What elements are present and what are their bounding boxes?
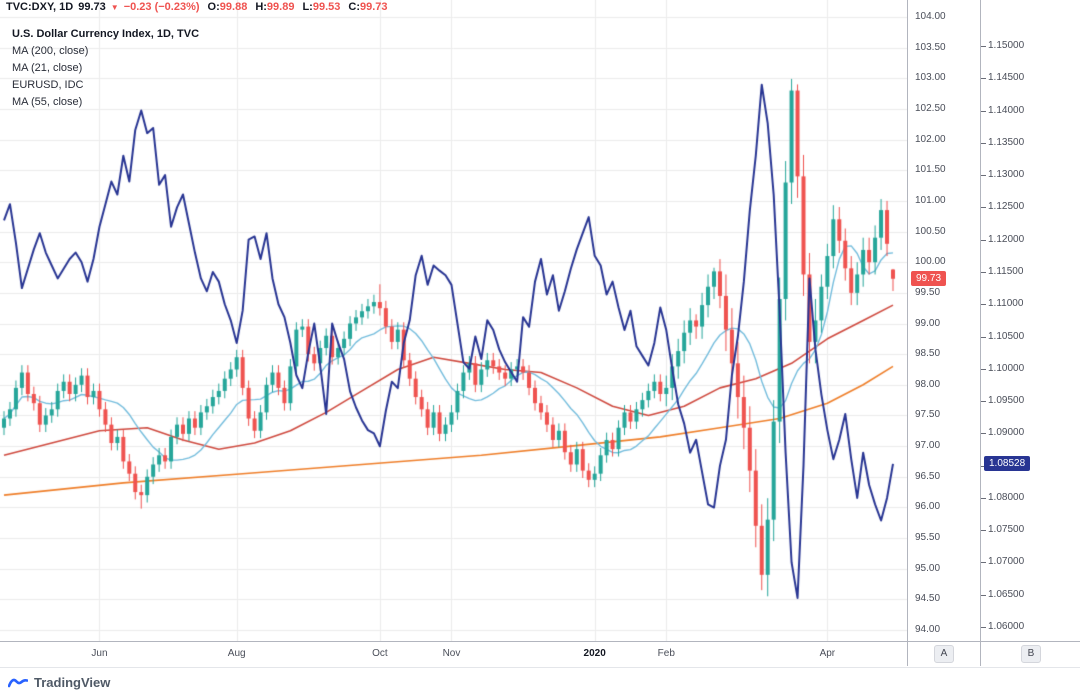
price-tick-label: 1.06000: [988, 621, 1025, 632]
time-tick-label: Jun: [91, 648, 108, 659]
price-axis-dxy[interactable]: 99.73 104.00 103.50 103.00 102.50 102.00 101.…: [907, 0, 981, 641]
high-label: H:: [255, 1, 267, 13]
price-tick-label: 1.06500: [988, 588, 1025, 600]
time-tick-label: Oct: [372, 648, 388, 659]
axis-tick: [981, 368, 986, 370]
close-label: C:: [348, 1, 360, 13]
time-tick-label: 2020: [583, 648, 606, 659]
legend-item[interactable]: MA (200, close): [12, 45, 89, 57]
price-tick-label: 1.10500: [988, 330, 1025, 342]
last-price-badge-eurusd: 1.08528: [984, 456, 1031, 472]
axis-tick: [981, 562, 986, 564]
footer: TradingView: [8, 671, 110, 693]
axis-tick: [981, 271, 986, 273]
price-tick-label: 1.07500: [988, 524, 1025, 536]
price-tick-label: 102.50: [915, 102, 946, 114]
low-value: 99.53: [312, 1, 341, 13]
price-tick-label: 1.12500: [988, 201, 1025, 213]
time-tick-label: Feb: [657, 648, 675, 659]
axis-tick: [981, 401, 986, 403]
price-tick-label: 1.14500: [988, 72, 1025, 84]
axis-tick: [981, 594, 986, 596]
low-label: L:: [302, 1, 313, 13]
price-axis-eurusd[interactable]: 1.08528 1.15000 1.14500 1.14000 1.13500 1.13…: [980, 0, 1080, 641]
price-change: −0.23 (−0.23%): [123, 1, 200, 13]
price-tick-label: 1.08000: [988, 491, 1025, 503]
last-price: 99.73: [78, 1, 106, 13]
axis-separator: [907, 641, 908, 666]
price-tick-label: 94.50: [915, 593, 941, 605]
axis-tick: [981, 142, 986, 144]
legend-main-series[interactable]: U.S. Dollar Currency Index, 1D, TVC: [12, 28, 200, 40]
high-value: 99.89: [266, 1, 295, 13]
legend-item[interactable]: MA (21, close): [12, 62, 83, 74]
price-tick-label: 96.50: [915, 470, 941, 482]
axis-tick: [981, 78, 986, 80]
price-tick-label: 101.00: [915, 194, 946, 206]
price-tick-label: 95.00: [915, 562, 941, 574]
price-tick-label: 95.50: [915, 532, 941, 544]
price-tick-label: 102.00: [915, 133, 946, 145]
price-tick-label: 1.10000: [988, 362, 1025, 374]
price-tick-label: 103.00: [915, 72, 946, 84]
axis-tick: [981, 627, 986, 628]
open-label: O:: [207, 1, 220, 13]
axis-tick: [981, 433, 986, 435]
price-tick-label: 98.00: [915, 378, 941, 390]
axis-tick: [981, 239, 986, 241]
open-value: 99.88: [219, 1, 248, 13]
last-price-badge-dxy: 99.73: [911, 271, 947, 287]
close-value: 99.73: [359, 1, 388, 13]
time-tick-label: Aug: [227, 648, 246, 659]
legend-item[interactable]: MA (55, close): [12, 96, 83, 108]
axis-tick: [981, 46, 986, 47]
change-down-arrow-icon: ▼: [110, 2, 119, 12]
time-tick-label: Nov: [442, 648, 461, 659]
axis-auto-button-b[interactable]: B: [1021, 645, 1041, 663]
price-tick-label: 1.09500: [988, 395, 1025, 407]
symbol-info-bar: TVC:DXY, 1D 99.73 ▼ −0.23 (−0.23%) O:99.…: [6, 0, 388, 14]
symbol-title[interactable]: TVC:DXY, 1D: [6, 1, 74, 13]
axis-tick: [981, 304, 986, 306]
tradingview-brand-text[interactable]: TradingView: [34, 674, 111, 690]
axis-tick: [981, 175, 986, 177]
price-tick-label: 100.50: [915, 225, 946, 237]
chart-pane[interactable]: [0, 0, 907, 641]
price-tick-label: 94.00: [915, 624, 941, 635]
axis-separator: [980, 641, 981, 666]
price-tick-label: 100.00: [915, 256, 946, 268]
price-tick-label: 1.15000: [988, 40, 1025, 51]
chart-legend: U.S. Dollar Currency Index, 1D, TVC MA (…: [12, 26, 199, 111]
tradingview-logo[interactable]: [8, 675, 28, 690]
time-tick-label: Apr: [819, 648, 836, 659]
price-tick-label: 99.50: [915, 286, 941, 298]
price-tick-label: 1.11500: [988, 265, 1024, 277]
legend-item[interactable]: EURUSD, IDC: [12, 79, 84, 91]
price-tick-label: 1.11000: [988, 298, 1024, 310]
price-tick-label: 97.50: [915, 409, 941, 421]
price-tick-label: 1.13500: [988, 136, 1025, 148]
price-tick-label: 1.07000: [988, 556, 1025, 568]
price-tick-label: 97.00: [915, 440, 941, 452]
price-tick-label: 98.50: [915, 348, 941, 360]
axis-tick: [981, 497, 986, 499]
time-axis[interactable]: Jun Aug Oct Nov 2020 Feb Apr: [0, 641, 1080, 668]
axis-tick: [981, 530, 986, 532]
axis-tick: [981, 465, 986, 467]
price-tick-label: 1.13000: [988, 169, 1025, 181]
price-tick-label: 99.00: [915, 317, 941, 329]
price-tick-label: 104.00: [915, 11, 946, 22]
axis-tick: [981, 336, 986, 338]
price-tick-label: 1.14000: [988, 104, 1025, 116]
price-tick-label: 1.09000: [988, 427, 1025, 439]
axis-tick: [981, 110, 986, 112]
price-tick-label: 103.50: [915, 41, 946, 53]
axis-auto-button-a[interactable]: A: [934, 645, 954, 663]
price-tick-label: 101.50: [915, 164, 946, 176]
price-tick-label: 96.00: [915, 501, 941, 513]
axis-tick: [981, 207, 986, 209]
price-tick-label: 1.12000: [988, 233, 1025, 245]
